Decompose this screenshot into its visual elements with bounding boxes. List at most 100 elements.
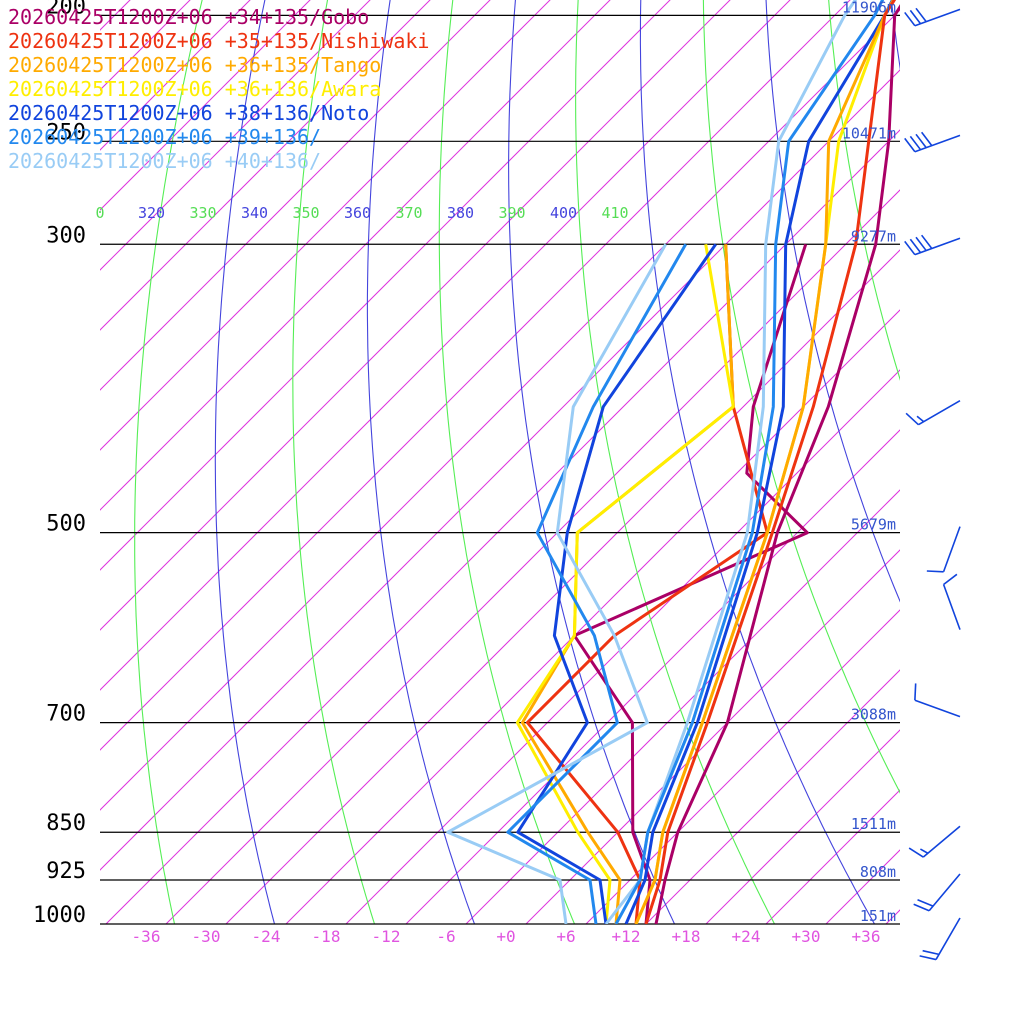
barb-flag xyxy=(915,236,927,252)
barb-flag xyxy=(913,903,930,912)
axis-labels: 10016254m15013721m20011906m25010471m3009… xyxy=(33,0,896,946)
legend-entry: 20260425T1200Z+06 +34+135/Gobo xyxy=(8,5,369,29)
barb-shaft xyxy=(928,873,961,912)
dry-adiabat xyxy=(890,0,900,71)
legend-entry: 20260425T1200Z+06 +40+136/ xyxy=(8,149,321,173)
isotherm xyxy=(100,0,671,571)
barb-flag xyxy=(921,234,933,250)
dewpoint-line xyxy=(506,243,688,924)
pressure-label: 250 xyxy=(46,120,86,145)
isotherm xyxy=(100,0,311,211)
isotherm xyxy=(885,909,900,924)
height-label: 9277m xyxy=(851,227,896,245)
wind-barb xyxy=(914,683,961,718)
temperature-line xyxy=(604,0,858,924)
temperature-line xyxy=(614,0,885,924)
barb-flag xyxy=(943,573,958,586)
dry-adiabat xyxy=(292,0,376,924)
legend-entry: 20260425T1200Z+06 +36+136/Awara xyxy=(8,77,381,101)
barb-shaft xyxy=(914,699,961,718)
barb-flag xyxy=(905,412,919,426)
temperature-line xyxy=(654,4,900,924)
theta-label: 390 xyxy=(498,204,525,222)
temp-tick-label: +30 xyxy=(792,927,821,946)
barb-shaft xyxy=(914,134,961,153)
barb-flag xyxy=(921,131,933,147)
legend-entry: 20260425T1200Z+06 +38+136/Noto xyxy=(8,101,369,125)
isotherm xyxy=(100,9,900,811)
wind-barb xyxy=(905,399,961,426)
theta-label: 410 xyxy=(601,204,628,222)
legend-entry: 20260425T1200Z+06 +36+135/Tango xyxy=(8,53,381,77)
dry-adiabat xyxy=(828,0,900,381)
theta-label: 320 xyxy=(138,204,165,222)
temperature-line xyxy=(644,0,897,924)
height-label: 151m xyxy=(860,907,896,925)
barb-shaft xyxy=(942,584,961,630)
isotherm xyxy=(100,0,611,511)
pressure-label: 925 xyxy=(46,859,86,884)
barb-flag xyxy=(909,9,922,25)
isotherm xyxy=(585,609,900,924)
barb-flag xyxy=(908,847,924,858)
barb-flag xyxy=(922,949,940,956)
isotherm xyxy=(525,549,900,924)
barb-flag xyxy=(915,133,927,149)
isotherm xyxy=(105,129,900,924)
profiles xyxy=(446,0,900,924)
pressure-label: 300 xyxy=(46,223,86,248)
legend-entry: 20260425T1200Z+06 +39+136/ xyxy=(8,125,321,149)
dry-adiabat xyxy=(134,0,203,924)
height-label: 5679m xyxy=(851,516,896,534)
pressure-label: 700 xyxy=(46,702,86,727)
isotherm xyxy=(645,669,900,924)
barb-shaft xyxy=(914,237,961,256)
height-label: 11906m xyxy=(842,0,896,16)
barb-half-flag xyxy=(919,848,929,854)
isotherm xyxy=(405,429,900,924)
dewpoint-line xyxy=(515,244,735,924)
wind-barb xyxy=(904,131,961,153)
isotherm xyxy=(100,0,851,751)
temp-tick-label: -12 xyxy=(372,927,401,946)
theta-label: 370 xyxy=(395,204,422,222)
pressure-gridlines xyxy=(100,14,900,925)
temp-tick-label: +6 xyxy=(556,927,575,946)
pressure-label: 200 xyxy=(46,0,86,19)
temp-tick-label: +0 xyxy=(496,927,515,946)
barb-flag xyxy=(919,955,937,961)
temp-tick-label: +24 xyxy=(732,927,761,946)
barb-shaft xyxy=(922,825,961,858)
isotherm xyxy=(100,0,491,391)
barb-flag xyxy=(926,570,944,573)
dry-adiabat xyxy=(702,0,900,794)
isotherm xyxy=(100,0,431,331)
barb-flag xyxy=(904,137,916,153)
pressure-label: 1000 xyxy=(33,903,86,928)
barb-shaft xyxy=(914,8,961,27)
barb-flag xyxy=(917,898,934,907)
theta-label: 400 xyxy=(550,204,577,222)
height-label: 10471m xyxy=(842,124,896,142)
isotherm xyxy=(946,0,1024,924)
isotherm xyxy=(165,189,900,924)
temp-tick-label: -18 xyxy=(312,927,341,946)
isotherm xyxy=(100,0,551,451)
barb-flag xyxy=(915,7,927,23)
isotherm xyxy=(100,0,371,271)
temp-tick-label: -36 xyxy=(132,927,161,946)
temp-tick-label: -24 xyxy=(252,927,281,946)
dry-adiabat xyxy=(214,0,276,924)
barb-flag xyxy=(909,135,922,151)
barb-half-flag xyxy=(916,415,925,423)
pressure-label: 500 xyxy=(46,512,86,537)
wind-barbs xyxy=(904,7,961,961)
legend: 20260425T1200Z+06 +34+135/Gobo 20260425T1… xyxy=(8,5,429,173)
theta-label: 330 xyxy=(189,204,216,222)
isotherm xyxy=(465,489,900,924)
pressure-label: 850 xyxy=(46,811,86,836)
barb-flag xyxy=(904,240,916,256)
barb-shaft xyxy=(935,917,961,960)
wind-barb xyxy=(908,825,961,858)
